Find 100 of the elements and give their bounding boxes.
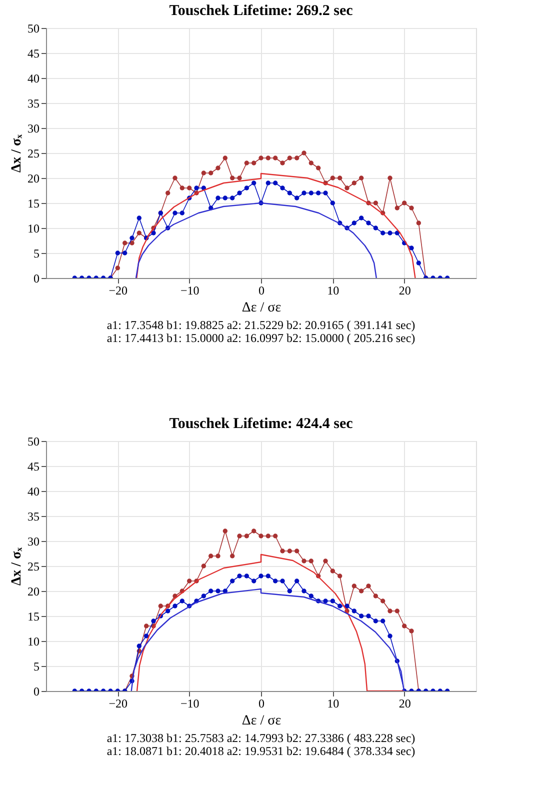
point (344, 604, 350, 608)
y-tick-label: 30 (28, 534, 40, 548)
point (130, 236, 134, 240)
text: a1: 17.3548 b1: 19.8825 a2: 21.5229 b2: 20.9165 ( 391.141 sec) (106, 318, 416, 332)
point (251, 578, 256, 584)
point (216, 166, 220, 170)
point (222, 528, 228, 534)
point (358, 588, 364, 594)
y-tick-label: 35 (28, 96, 40, 110)
point (251, 160, 256, 166)
point (136, 644, 142, 648)
point (287, 588, 292, 594)
point (216, 554, 220, 558)
point (237, 190, 242, 196)
point (358, 176, 364, 180)
point (151, 230, 156, 236)
point (165, 190, 170, 196)
point (316, 166, 321, 170)
point (358, 216, 364, 220)
point (237, 574, 242, 578)
point (308, 160, 314, 166)
point (308, 558, 314, 564)
point (416, 220, 422, 226)
y-tick-label: 40 (28, 484, 40, 498)
point (402, 200, 407, 206)
point (380, 618, 386, 624)
point (244, 574, 250, 578)
text: a1: 18.0871 b1: 20.4018 a2: 19.9531 b2: 19.6484 ( 378.334 sec) (106, 744, 416, 758)
point (416, 260, 422, 266)
point (280, 578, 285, 584)
point (266, 180, 271, 186)
point (280, 160, 285, 166)
point (151, 618, 156, 624)
point (409, 206, 414, 210)
x-tick-label: −20 (108, 696, 128, 710)
point (409, 246, 414, 250)
point (180, 598, 185, 604)
point (330, 598, 336, 604)
point (337, 574, 342, 578)
point (272, 578, 278, 584)
point (388, 634, 392, 638)
point (144, 624, 149, 628)
x-tick-label: −10 (180, 696, 200, 710)
y-tick-label: 50 (28, 22, 40, 36)
point (337, 604, 342, 608)
point (409, 628, 414, 634)
x-tick-label: −10 (180, 284, 200, 298)
point (186, 578, 192, 584)
point (380, 598, 386, 604)
y-tick-label: 0 (34, 684, 40, 698)
point (230, 554, 235, 558)
point (402, 624, 407, 628)
y-tick-label: 50 (28, 434, 40, 448)
point (352, 220, 357, 226)
point (208, 588, 214, 594)
point (244, 160, 250, 166)
point (115, 250, 120, 256)
y-tick-label: 35 (28, 510, 40, 524)
point (302, 588, 306, 594)
point (352, 180, 357, 186)
point (394, 206, 400, 210)
x-tick-label: 20 (398, 696, 411, 710)
point (172, 604, 178, 608)
x-tick-label: 0 (258, 696, 264, 710)
point (388, 176, 392, 180)
point (352, 584, 357, 588)
y-tick-label: 5 (34, 660, 40, 674)
point (222, 156, 228, 160)
x-axis-title: Δε / σε (242, 714, 282, 728)
point (144, 634, 149, 638)
point (294, 548, 300, 554)
chart-title: Touschek Lifetime: 424.4 sec (169, 416, 354, 432)
point (287, 156, 292, 160)
point (388, 230, 392, 236)
point (352, 608, 357, 614)
point (130, 240, 134, 246)
point (287, 548, 292, 554)
point (294, 578, 300, 584)
y-tick-label: 25 (28, 146, 40, 160)
point (122, 240, 128, 246)
point (280, 186, 285, 190)
point (302, 150, 306, 156)
point (373, 618, 378, 624)
point (373, 594, 378, 598)
point (208, 554, 214, 558)
point (266, 156, 271, 160)
point (216, 196, 220, 200)
x-tick-label: 10 (327, 696, 340, 710)
point (344, 186, 350, 190)
x-axis-title: Δε / σε (242, 300, 282, 316)
point (230, 176, 235, 180)
point (330, 568, 336, 574)
point (280, 548, 285, 554)
point (388, 608, 392, 614)
point (180, 210, 185, 216)
point (115, 266, 120, 270)
point (294, 196, 300, 200)
point (244, 534, 250, 538)
point (323, 190, 328, 196)
point (308, 594, 314, 598)
